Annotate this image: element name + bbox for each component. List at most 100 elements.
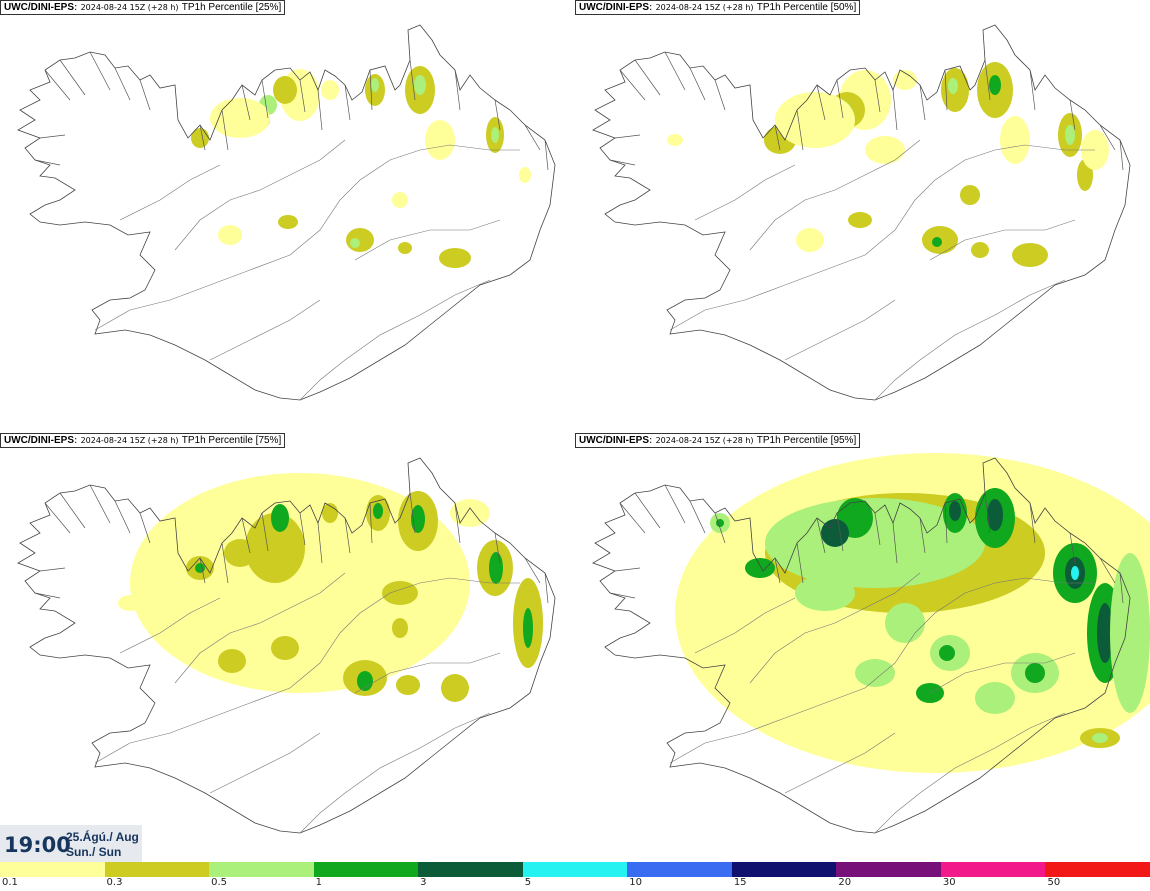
- fjord-line: [609, 592, 636, 599]
- precip-area: [414, 75, 426, 95]
- road-line: [289, 577, 520, 689]
- precip-area: [667, 134, 683, 146]
- fjord-line: [454, 502, 461, 544]
- precip-area: [450, 499, 490, 527]
- precip-area: [346, 228, 374, 252]
- precip-area: [987, 499, 1003, 531]
- fjord-line: [1069, 532, 1076, 564]
- road-line: [694, 597, 796, 654]
- fjord-line: [816, 517, 826, 554]
- precip-area: [519, 167, 531, 183]
- fjord-line: [664, 484, 686, 524]
- precip-area: [398, 242, 412, 254]
- fjord-line: [984, 59, 991, 101]
- fjord-line: [261, 512, 269, 552]
- run-label: 2024-08-24 15Z (+28 h): [80, 3, 179, 12]
- fjord-line: [317, 522, 323, 564]
- fjord-line: [139, 512, 151, 544]
- precip-area: [489, 552, 503, 584]
- fjord-line: [892, 89, 898, 131]
- fjord-line: [816, 84, 826, 121]
- fjord-line: [714, 79, 726, 111]
- param-label: TP1h Percentile [75%]: [181, 435, 282, 446]
- precip-area: [1092, 733, 1108, 743]
- model-label: UWC/DINI-EPS: [579, 2, 649, 13]
- colorbar-tick-label: 10: [629, 877, 642, 888]
- colorbar-swatch: [0, 862, 105, 877]
- precip-area: [382, 581, 418, 605]
- precip-area: [1065, 125, 1075, 145]
- fjord-line: [634, 59, 661, 96]
- fjord-line: [1099, 557, 1116, 584]
- fjord-line: [59, 492, 86, 529]
- fjord-line: [836, 512, 844, 552]
- fjord-line: [689, 67, 706, 101]
- map-panel-p50: UWC/DINI-EPS: 2024-08-24 15Z (+28 h) TP1…: [575, 0, 1150, 428]
- fjord-line: [89, 484, 111, 524]
- fjord-line: [1119, 139, 1124, 171]
- fjord-line: [609, 159, 636, 166]
- fjord-line: [199, 557, 206, 584]
- colorbar-swatch: [1045, 862, 1150, 877]
- colorbar-tick-label: 3: [420, 877, 427, 888]
- valid-date: 25.Ágú./ Aug: [66, 830, 139, 844]
- road-line: [929, 652, 1076, 694]
- fjord-line: [89, 51, 111, 91]
- precip-area: [278, 215, 298, 229]
- precip-area: [357, 671, 373, 691]
- fjord-line: [944, 502, 948, 544]
- precip-area: [321, 80, 339, 100]
- coastline: [17, 457, 556, 834]
- precip-area: [989, 75, 1001, 95]
- road-line: [209, 732, 321, 794]
- road-line: [784, 299, 896, 361]
- precip-area: [848, 212, 872, 228]
- fjord-line: [984, 492, 991, 534]
- colorbar-tick-label: 0.1: [2, 877, 18, 888]
- model-label: UWC/DINI-EPS: [579, 435, 649, 446]
- fjord-line: [344, 84, 351, 121]
- fjord-line: [714, 512, 726, 544]
- road-line: [874, 279, 1066, 401]
- precip-area: [224, 539, 256, 567]
- fjord-line: [774, 557, 781, 584]
- colorbar-tick-label: 30: [942, 877, 956, 888]
- fjord-line: [944, 69, 948, 111]
- road-line: [299, 712, 491, 834]
- precip-area: [885, 603, 925, 643]
- panel-title: UWC/DINI-EPS: 2024-08-24 15Z (+28 h) TP1…: [575, 0, 861, 15]
- road-line: [209, 299, 321, 361]
- fjord-line: [874, 79, 881, 113]
- road-line: [694, 164, 796, 221]
- precip-area: [948, 78, 958, 94]
- fjord-line: [689, 500, 706, 534]
- road-line: [289, 144, 520, 256]
- fjord-line: [619, 69, 646, 101]
- fjord-line: [634, 492, 661, 529]
- fjord-line: [39, 134, 66, 139]
- colorbar-tick-label: 15: [733, 877, 747, 888]
- colorbar-swatch: [627, 862, 732, 877]
- param-label: TP1h Percentile [25%]: [181, 2, 282, 13]
- fjord-line: [114, 67, 131, 101]
- road-line: [864, 577, 1095, 689]
- fjord-line: [44, 69, 71, 101]
- model-label: UWC/DINI-EPS: [4, 435, 74, 446]
- precip-area: [796, 228, 824, 252]
- precip-area: [271, 504, 289, 532]
- precip-contours: [667, 62, 1109, 267]
- fjord-line: [664, 51, 686, 91]
- precip-area: [865, 136, 905, 164]
- precip-area: [1071, 566, 1079, 580]
- precip-area: [523, 608, 533, 648]
- road-line: [354, 219, 501, 261]
- fjord-line: [299, 79, 306, 113]
- fjord-line: [614, 134, 641, 139]
- precip-map-p25: [17, 24, 556, 401]
- precip-area: [441, 674, 469, 702]
- precip-area: [245, 513, 305, 583]
- fjord-line: [1029, 502, 1036, 544]
- coastline: [592, 24, 1131, 401]
- precip-area: [195, 563, 205, 573]
- precip-area: [745, 558, 775, 578]
